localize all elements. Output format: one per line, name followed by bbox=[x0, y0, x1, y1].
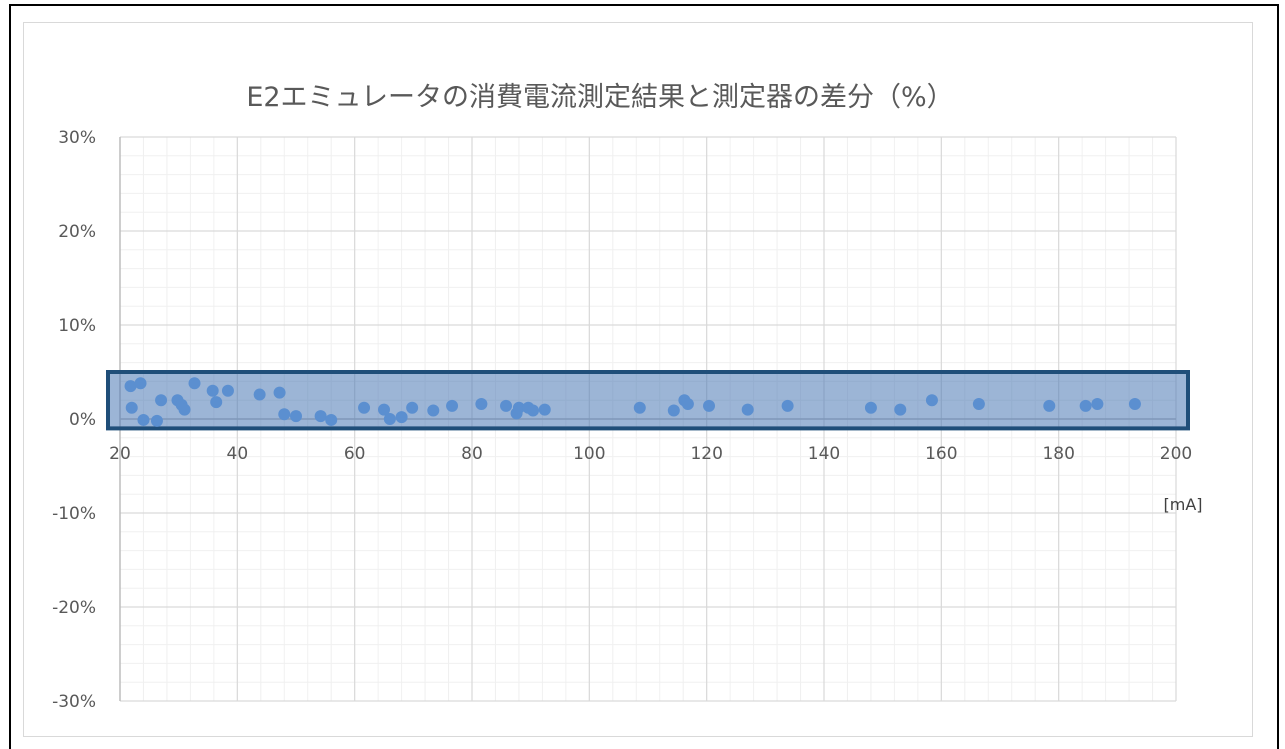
data-point bbox=[150, 414, 163, 427]
data-point bbox=[894, 403, 907, 416]
figure-frame bbox=[9, 4, 1279, 749]
data-point bbox=[221, 384, 234, 397]
x-tick-label: 180 bbox=[1042, 444, 1074, 464]
y-tick-label: 10% bbox=[58, 316, 96, 336]
data-point bbox=[475, 397, 488, 410]
y-tick-label: -20% bbox=[52, 598, 96, 618]
data-point bbox=[383, 413, 396, 425]
data-point bbox=[1043, 399, 1056, 412]
x-tick-label: 200 bbox=[1160, 444, 1192, 464]
data-point bbox=[538, 403, 551, 416]
x-tick-label: 80 bbox=[461, 444, 483, 464]
data-point bbox=[314, 410, 327, 423]
x-tick-label: 60 bbox=[344, 444, 366, 464]
y-tick-label: 0% bbox=[69, 410, 96, 430]
data-point bbox=[178, 403, 191, 416]
data-point bbox=[633, 401, 646, 414]
data-point bbox=[188, 377, 201, 390]
x-tick-label: 20 bbox=[109, 444, 131, 464]
data-point bbox=[703, 399, 716, 412]
data-point bbox=[378, 403, 390, 416]
data-point bbox=[253, 388, 266, 401]
data-point bbox=[527, 404, 540, 417]
data-points bbox=[124, 377, 1141, 427]
data-point bbox=[781, 399, 794, 412]
data-point bbox=[358, 401, 371, 414]
data-point bbox=[741, 403, 754, 416]
data-point bbox=[325, 413, 338, 426]
highlight-box bbox=[106, 370, 1190, 431]
chart-title: E2エミュレータの消費電流測定結果と測定器の差分（%） bbox=[246, 82, 953, 113]
data-point bbox=[124, 380, 137, 393]
data-point bbox=[273, 386, 286, 399]
data-point bbox=[446, 399, 459, 412]
y-tick-label: 30% bbox=[58, 128, 96, 148]
data-point bbox=[125, 401, 138, 414]
data-point bbox=[972, 397, 985, 410]
data-point bbox=[427, 404, 440, 417]
data-point bbox=[667, 404, 680, 417]
x-tick-label: 140 bbox=[808, 444, 840, 464]
data-point bbox=[1128, 397, 1141, 410]
data-point bbox=[681, 397, 694, 410]
x-tick-label: 120 bbox=[690, 444, 722, 464]
data-point bbox=[395, 411, 408, 424]
x-tick-labels: 20 40 60 80 100 120 140 160 180 200 bbox=[109, 444, 1192, 464]
x-tick-label: 160 bbox=[925, 444, 957, 464]
data-point bbox=[864, 401, 877, 414]
y-tick-label: -30% bbox=[52, 692, 96, 712]
data-point bbox=[925, 394, 938, 407]
data-point bbox=[210, 396, 223, 409]
data-point bbox=[155, 394, 168, 407]
data-point bbox=[406, 401, 419, 414]
data-point bbox=[134, 377, 147, 390]
data-point bbox=[512, 401, 525, 414]
data-point bbox=[290, 410, 302, 423]
x-tick-label: 40 bbox=[227, 444, 249, 464]
data-point bbox=[137, 413, 150, 426]
data-point bbox=[1079, 399, 1092, 412]
y-tick-label: 20% bbox=[58, 222, 96, 242]
data-point bbox=[278, 408, 291, 421]
y-tick-label: -10% bbox=[52, 504, 96, 524]
x-tick-label: 100 bbox=[573, 444, 605, 464]
data-point bbox=[500, 399, 513, 412]
y-tick-labels: 30% 20% 10% 0% -10% -20% -30% bbox=[52, 128, 96, 712]
data-point bbox=[1091, 397, 1104, 410]
highlight-layer bbox=[106, 370, 1190, 431]
data-point bbox=[206, 384, 219, 397]
x-axis-unit-label: [mA] bbox=[1163, 495, 1202, 514]
